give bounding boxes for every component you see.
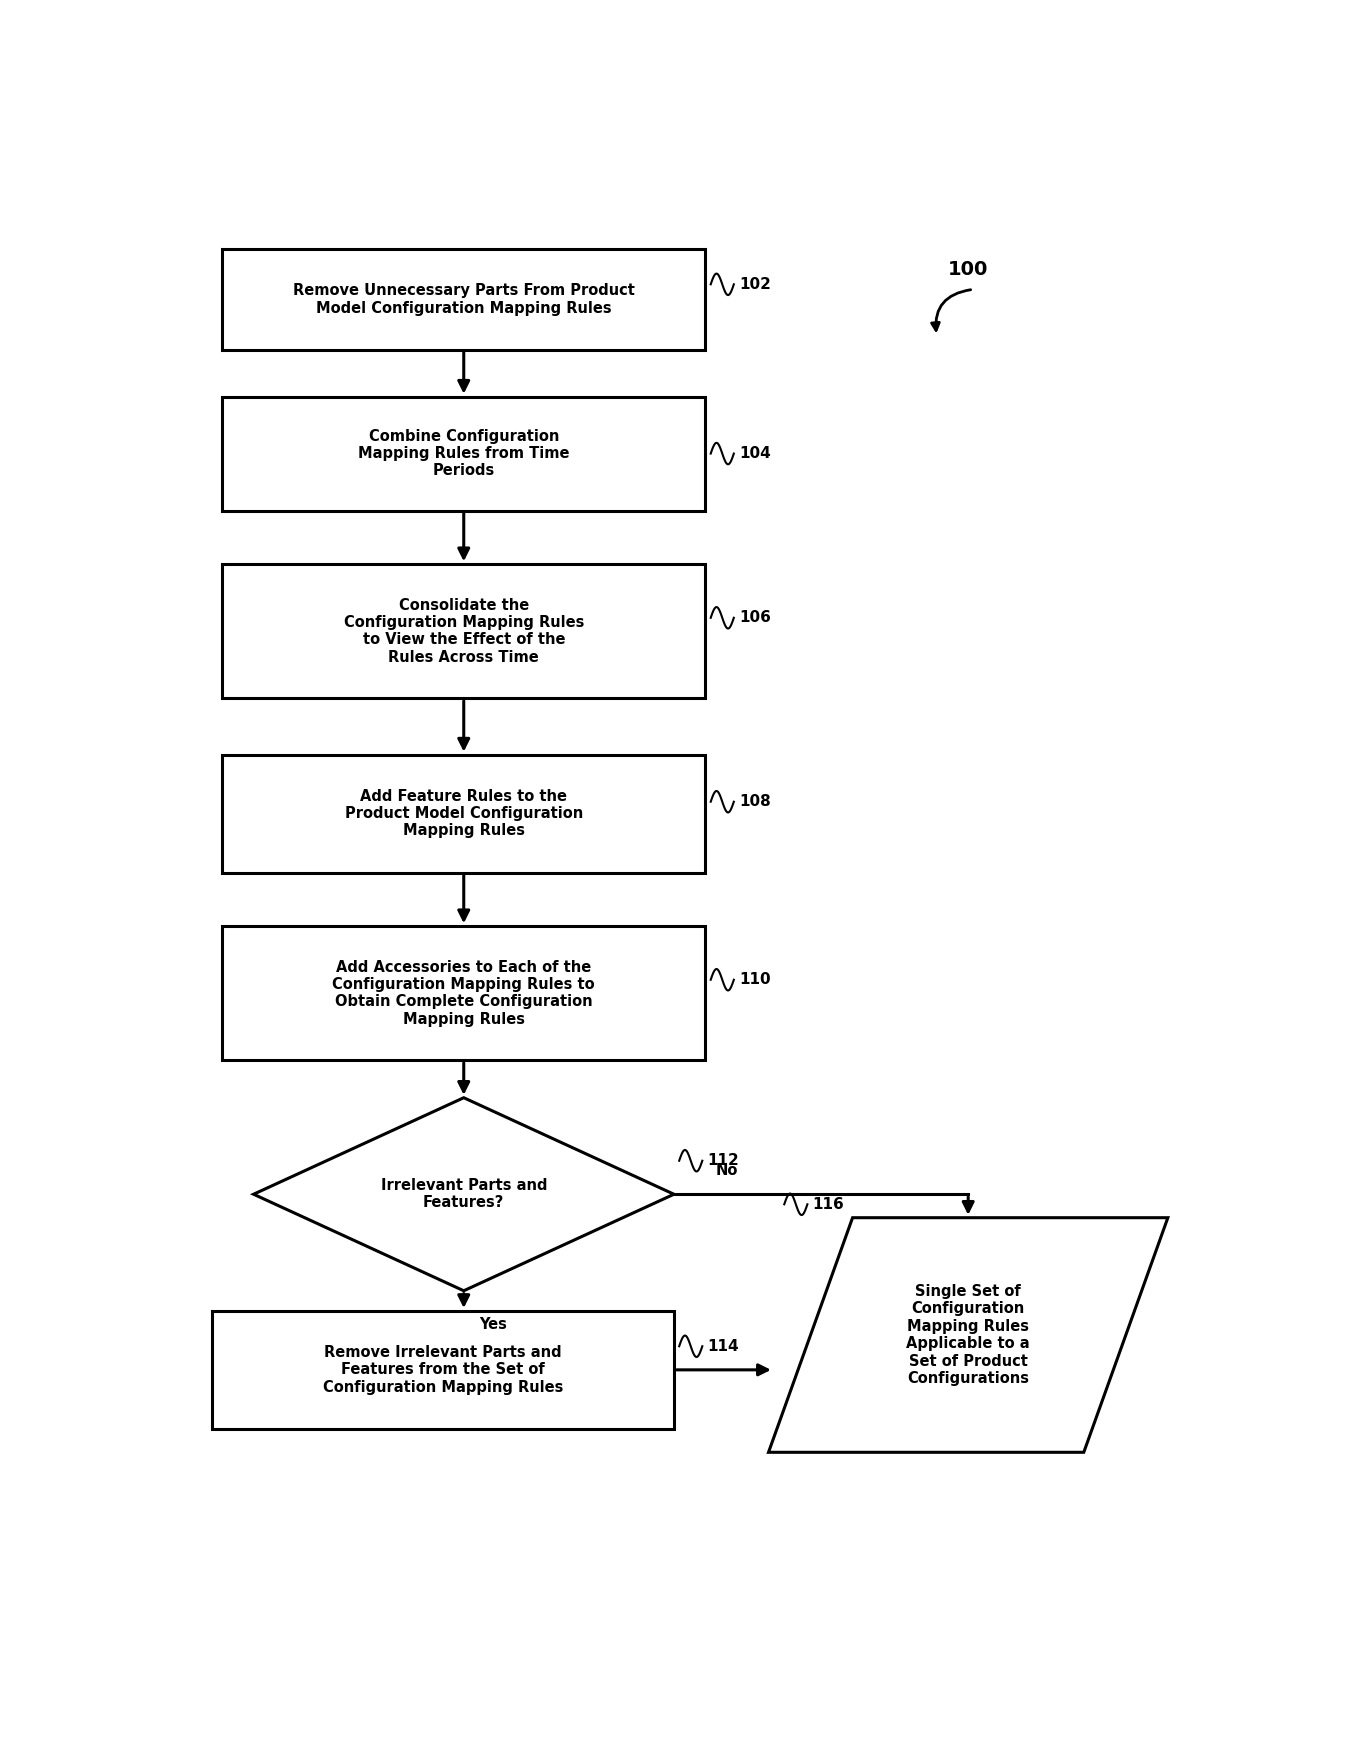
Text: 110: 110 (739, 971, 770, 987)
FancyBboxPatch shape (212, 1311, 674, 1429)
Text: 100: 100 (948, 259, 989, 279)
Text: Combine Configuration
Mapping Rules from Time
Periods: Combine Configuration Mapping Rules from… (358, 428, 570, 479)
FancyBboxPatch shape (222, 564, 705, 698)
Text: Add Accessories to Each of the
Configuration Mapping Rules to
Obtain Complete Co: Add Accessories to Each of the Configura… (332, 959, 595, 1027)
Text: Add Feature Rules to the
Product Model Configuration
Mapping Rules: Add Feature Rules to the Product Model C… (344, 789, 583, 839)
FancyBboxPatch shape (222, 754, 705, 872)
Text: 102: 102 (739, 277, 772, 292)
FancyBboxPatch shape (222, 397, 705, 510)
Polygon shape (769, 1217, 1168, 1452)
Text: 114: 114 (708, 1339, 739, 1354)
FancyArrowPatch shape (932, 289, 971, 331)
Text: 108: 108 (739, 794, 770, 810)
Text: 104: 104 (739, 446, 770, 461)
Text: 106: 106 (739, 611, 772, 625)
Text: Yes: Yes (480, 1316, 507, 1332)
Text: No: No (716, 1163, 739, 1177)
Text: Remove Unnecessary Parts From Product
Model Configuration Mapping Rules: Remove Unnecessary Parts From Product Mo… (293, 284, 635, 315)
Polygon shape (254, 1099, 674, 1290)
Text: Single Set of
Configuration
Mapping Rules
Applicable to a
Set of Product
Configu: Single Set of Configuration Mapping Rule… (906, 1285, 1031, 1386)
Text: Consolidate the
Configuration Mapping Rules
to View the Effect of the
Rules Acro: Consolidate the Configuration Mapping Ru… (343, 597, 584, 665)
Text: Irrelevant Parts and
Features?: Irrelevant Parts and Features? (381, 1179, 546, 1210)
Text: Remove Irrelevant Parts and
Features from the Set of
Configuration Mapping Rules: Remove Irrelevant Parts and Features fro… (323, 1346, 563, 1395)
FancyBboxPatch shape (222, 926, 705, 1060)
Text: 112: 112 (708, 1153, 739, 1168)
Text: 116: 116 (812, 1196, 845, 1212)
FancyBboxPatch shape (222, 249, 705, 350)
